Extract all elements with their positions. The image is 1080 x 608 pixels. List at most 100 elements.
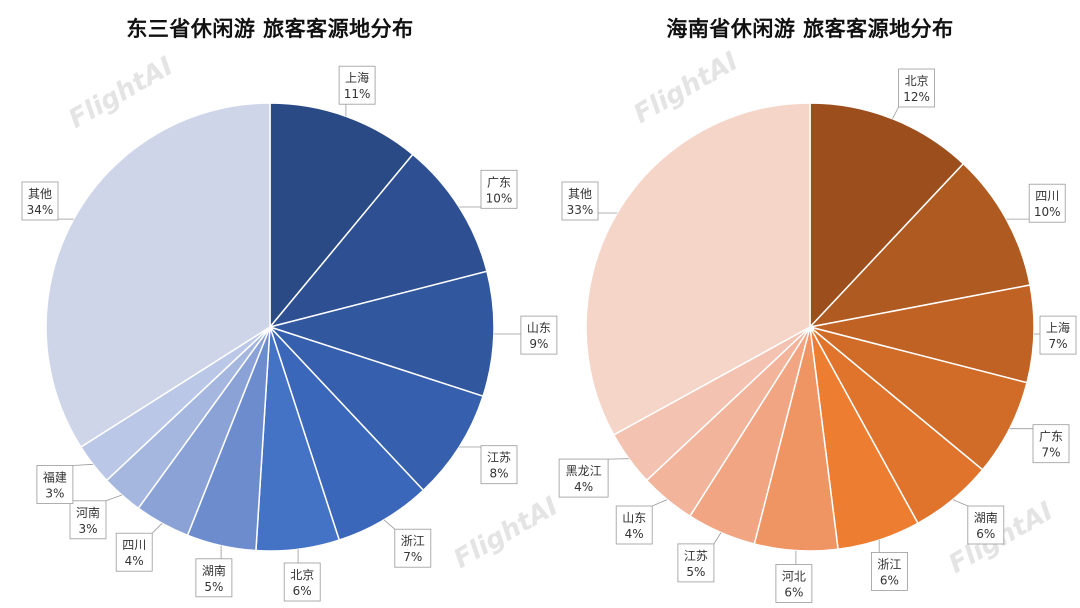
label-box xyxy=(677,543,715,583)
pie-slice xyxy=(809,102,965,329)
label-box xyxy=(775,564,813,603)
pie-slice xyxy=(269,102,414,330)
slice-name-label: 江苏 xyxy=(684,549,708,563)
label-box xyxy=(480,169,518,209)
leader-line xyxy=(151,523,163,534)
slice-percent-label: 8% xyxy=(489,467,508,481)
slice-label: 广东 10% xyxy=(459,169,518,209)
slice-name-label: 广东 xyxy=(1039,430,1063,444)
slice-name-label: 上海 xyxy=(1046,320,1070,335)
leader-line xyxy=(713,532,722,545)
slice-name-label: 河南 xyxy=(76,505,100,520)
slice-percent-label: 5% xyxy=(686,565,705,579)
leader-line xyxy=(72,463,94,466)
slice-percent-label: 10% xyxy=(486,191,513,205)
slice-percent-label: 3% xyxy=(45,487,64,501)
chart-title-hainan: 海南省休闲游 旅客客源地分布 xyxy=(666,17,954,41)
slice-label: 黑龙江 4% xyxy=(558,458,629,498)
slice-label: 其他 34% xyxy=(21,181,74,221)
label-box xyxy=(967,505,1005,545)
slice-label: 上海 11% xyxy=(338,65,376,117)
label-box xyxy=(1032,424,1070,464)
label-box xyxy=(871,552,908,591)
slice-name-label: 浙江 xyxy=(877,557,901,571)
watermark-text: FlightAI xyxy=(629,46,744,130)
label-box xyxy=(1028,183,1066,223)
pie-hainan: 北京12%四川10%上海7%广东7%湖南6%浙江6%河北6%江苏5%山东4%黑龙… xyxy=(558,68,1077,603)
slice-label: 山东 4% xyxy=(615,499,668,545)
slice-label: 广东 7% xyxy=(1009,424,1070,464)
chart-title-northeast: 东三省休闲游 旅客客源地分布 xyxy=(126,17,414,41)
slice-label: 湖南 6% xyxy=(952,499,1005,545)
slice-label: 河南 3% xyxy=(69,494,123,540)
label-box xyxy=(561,181,599,221)
slice-name-label: 福建 xyxy=(43,470,67,485)
slice-percent-label: 4% xyxy=(125,554,144,568)
pie-slice xyxy=(807,162,1031,329)
slice-label: 浙江 6% xyxy=(871,540,908,591)
slice-name-label: 四川 xyxy=(1035,189,1059,203)
slice-name-label: 北京 xyxy=(905,74,929,88)
slice-name-label: 浙江 xyxy=(401,534,425,548)
slice-name-label: 山东 xyxy=(622,511,646,525)
label-box xyxy=(21,181,59,221)
slice-name-label: 四川 xyxy=(122,538,146,552)
slice-name-label: 湖南 xyxy=(974,510,998,525)
leader-line xyxy=(105,494,123,502)
slice-name-label: 上海 xyxy=(345,70,369,85)
slice-label: 湖南 5% xyxy=(195,545,233,598)
slice-label: 江苏 5% xyxy=(677,532,722,583)
label-box xyxy=(558,458,609,498)
slice-percent-label: 34% xyxy=(27,203,54,217)
slice-label: 四川 4% xyxy=(115,523,163,572)
slice-percent-label: 6% xyxy=(293,584,312,598)
label-box xyxy=(338,65,376,105)
pie-northeast: 上海11%广东10%山东9%江苏8%浙江7%北京6%湖南5%四川4%河南3%福建… xyxy=(21,65,558,602)
slice-percent-label: 3% xyxy=(78,522,97,536)
slice-label: 福建 3% xyxy=(36,463,94,504)
slice-name-label: 黑龙江 xyxy=(566,464,602,478)
slice-percent-label: 5% xyxy=(204,580,223,594)
slice-percent-label: 6% xyxy=(880,573,899,587)
slice-label: 浙江 7% xyxy=(383,519,432,568)
leader-line xyxy=(892,106,899,119)
label-box xyxy=(480,445,518,485)
slice-label: 江苏 8% xyxy=(459,445,518,485)
label-box xyxy=(615,505,653,545)
label-box xyxy=(69,500,107,540)
slice-name-label: 河北 xyxy=(782,570,806,584)
slice-label: 山东 9% xyxy=(493,315,558,355)
slice-name-label: 湖南 xyxy=(202,563,226,578)
slice-percent-label: 7% xyxy=(1041,446,1060,460)
slice-name-label: 北京 xyxy=(290,568,314,582)
slice-name-label: 江苏 xyxy=(487,451,511,465)
slice-label: 四川 10% xyxy=(1006,183,1066,223)
slice-percent-label: 33% xyxy=(567,203,594,217)
slice-percent-label: 11% xyxy=(344,87,371,101)
slice-name-label: 山东 xyxy=(527,321,551,335)
slice-percent-label: 7% xyxy=(1048,337,1067,351)
slice-label: 北京 12% xyxy=(892,68,935,119)
pie-slice xyxy=(267,270,495,398)
leader-line xyxy=(652,499,668,507)
label-box xyxy=(36,465,74,504)
label-box xyxy=(394,528,432,568)
label-box xyxy=(1039,315,1077,355)
label-box xyxy=(283,562,321,602)
slice-percent-label: 7% xyxy=(403,550,422,564)
slice-label: 北京 6% xyxy=(283,549,321,602)
watermark-text: FlightAI xyxy=(449,491,564,575)
slice-percent-label: 4% xyxy=(574,480,593,494)
slice-percent-label: 9% xyxy=(529,337,548,351)
watermark-text: FlightAI xyxy=(64,51,179,135)
slice-name-label: 其他 xyxy=(28,187,52,201)
label-box xyxy=(898,68,935,108)
slice-percent-label: 6% xyxy=(976,527,995,541)
label-box xyxy=(115,532,153,572)
slice-percent-label: 12% xyxy=(903,90,930,104)
leader-line xyxy=(952,499,968,507)
label-box xyxy=(195,558,233,598)
pie-slice xyxy=(45,102,271,449)
